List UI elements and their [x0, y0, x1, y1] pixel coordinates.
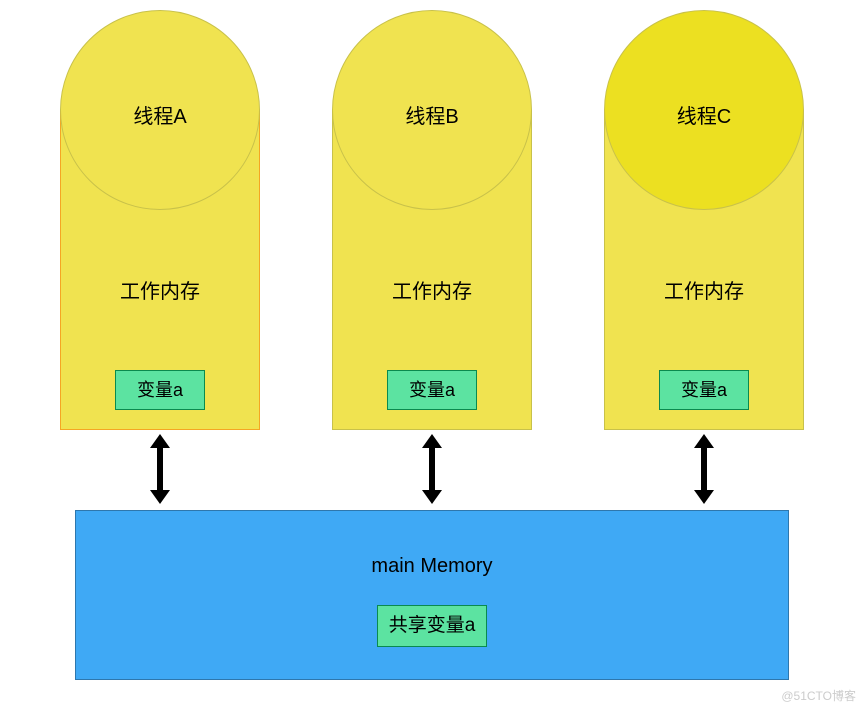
thread-a-label: 线程A: [60, 100, 260, 129]
thread-c-var: 变量a: [659, 370, 749, 410]
thread-c-label: 线程C: [604, 100, 804, 129]
main-memory-rect: [75, 510, 789, 680]
arrow-c: [692, 434, 716, 504]
thread-b-var: 变量a: [387, 370, 477, 410]
thread-c-workmem-label: 工作内存: [604, 275, 804, 304]
main-memory-label: main Memory: [75, 555, 789, 578]
arrow-b: [420, 434, 444, 504]
thread-a-workmem-label: 工作内存: [60, 275, 260, 304]
watermark: @51CTO博客: [781, 687, 856, 704]
diagram-canvas: 线程A 工作内存 变量a 线程B 工作内存 变量a 线程C 工作内存 变量a m…: [0, 0, 864, 708]
thread-b-label: 线程B: [332, 100, 532, 129]
thread-b-workmem-label: 工作内存: [332, 275, 532, 304]
thread-a-var: 变量a: [115, 370, 205, 410]
shared-var-box: 共享变量a: [377, 605, 487, 647]
arrow-a: [148, 434, 172, 504]
